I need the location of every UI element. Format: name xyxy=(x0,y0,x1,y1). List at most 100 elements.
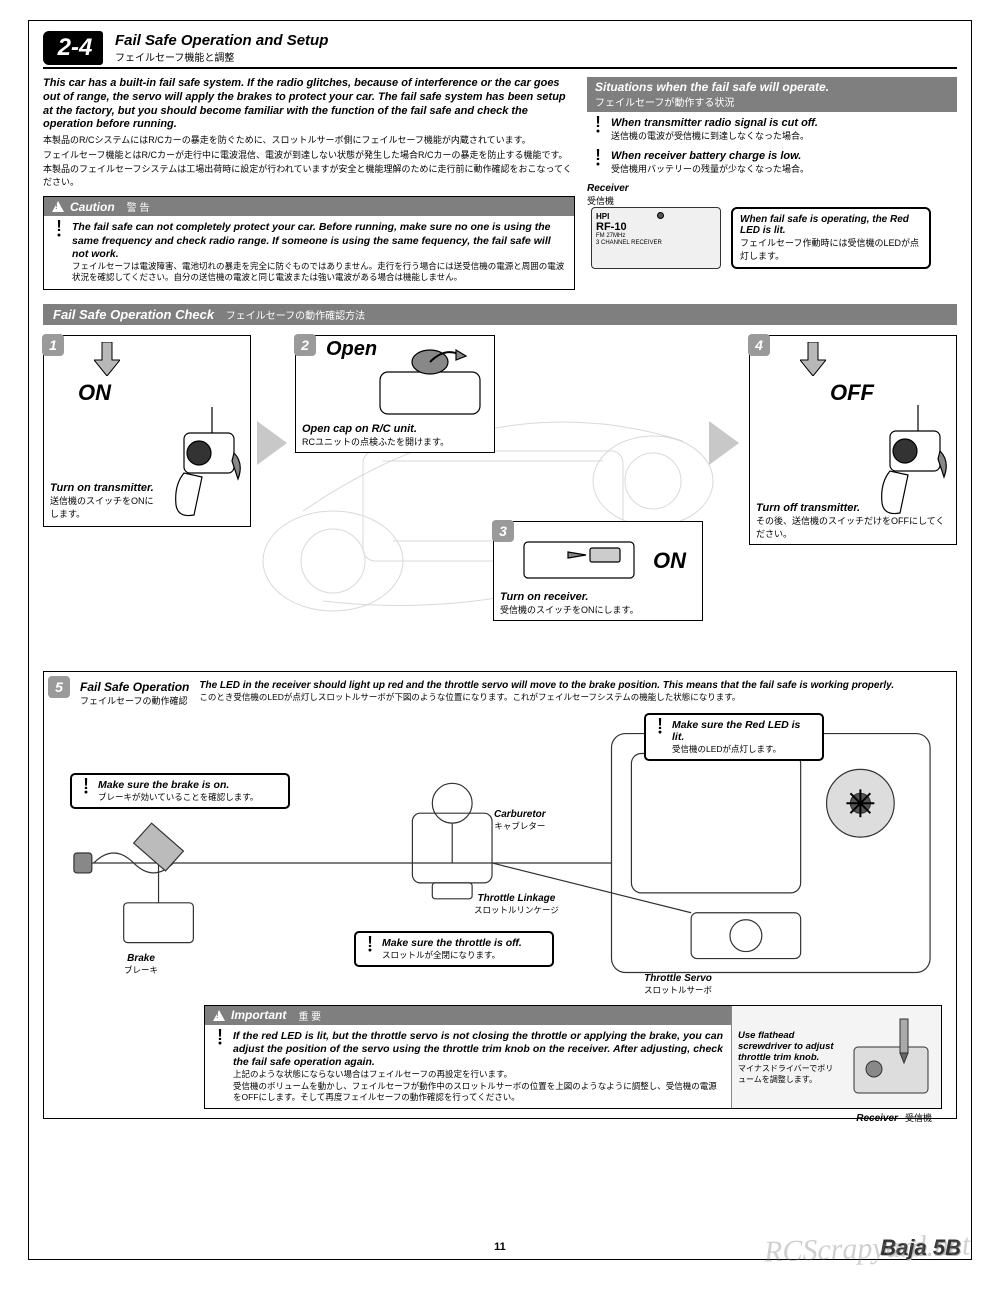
throttle-note-jp: スロットルが全閉になります。 xyxy=(382,949,522,961)
flow-arrow-icon xyxy=(257,421,287,465)
situations-header: Situations when the fail safe will opera… xyxy=(587,77,957,112)
intro-jp3: 本製品のフェイルセーフシステムは工場出荷時に設定が行われていますが安全と機能理解… xyxy=(43,163,575,188)
receiver-band: FM 27MHz xyxy=(596,233,716,240)
section-5-desc-jp: このとき受信機のLEDが点灯しスロットルサーボが下図のような位置になります。これ… xyxy=(199,691,946,703)
section-5-desc: The LED in the receiver should light up … xyxy=(199,680,946,703)
situation-item-1: ! When transmitter radio signal is cut o… xyxy=(591,117,957,142)
intro-jp2: フェイルセーフ機能とはR/Cカーが走行中に電波混信、電波が到達しない状態が発生し… xyxy=(43,149,575,162)
brake-note-en: Make sure the brake is on. xyxy=(98,779,258,791)
caution-label-en: Caution xyxy=(70,200,115,214)
imp-recv-en: Receiver xyxy=(856,1113,898,1124)
throttle-note-en: Make sure the throttle is off. xyxy=(382,937,522,949)
imp-recv-jp: 受信機 xyxy=(905,1113,932,1123)
step-5-number: 5 xyxy=(48,676,70,698)
led-note-jp: 受信機のLEDが点灯します。 xyxy=(672,743,815,755)
opscheck-en: Fail Safe Operation Check xyxy=(53,307,214,322)
carburetor-label: Carburetor キャブレター xyxy=(494,809,546,832)
step-4-title: Turn off transmitter. その後、送信機のスイッチだけをOFF… xyxy=(756,502,950,540)
caution-en: The fail safe can not completely protect… xyxy=(72,221,566,260)
section-5-title-en: Fail Safe Operation xyxy=(80,680,189,694)
exclamation-icon: ! xyxy=(591,117,605,142)
section-5-title: Fail Safe Operation フェイルセーフの動作確認 xyxy=(80,680,189,707)
step-2: 2 Open Open cap on R/C unit. RCユニットの点検ふた… xyxy=(295,335,495,453)
baja-logo: Baja 5B xyxy=(880,1235,961,1261)
led-callout: When fail safe is operating, the Red LED… xyxy=(731,207,931,269)
step-4-number: 4 xyxy=(748,334,770,356)
receiver-logo: HPI xyxy=(596,212,716,221)
servo-label-jp: スロットルサーボ xyxy=(644,984,712,996)
brake-note-jp: ブレーキが効いていることを確認します。 xyxy=(98,791,258,803)
important-box: Important 重 要 ! If the red LED is lit, b… xyxy=(204,1005,942,1110)
step-1-en: Turn on transmitter. xyxy=(50,482,160,494)
exclamation-icon: ! xyxy=(363,937,377,961)
section-5-desc-en: The LED in the receiver should light up … xyxy=(199,680,946,691)
intro-jp1: 本製品のR/CシステムにはR/Cカーの暴走を防ぐために、スロットルサーボ側にフェ… xyxy=(43,134,575,147)
important-right-en: Use flathead screwdriver to adjust throt… xyxy=(738,1030,838,1063)
brake-note: ! Make sure the brake is on. ブレーキが効いているこ… xyxy=(70,773,290,809)
down-arrow-icon xyxy=(94,342,120,376)
caution-header: Caution 警 告 xyxy=(44,197,574,216)
step-4: 4 OFF Turn off transmitter. その後、送信機のスイッチ… xyxy=(749,335,957,545)
situation-1-text: When transmitter radio signal is cut off… xyxy=(611,117,818,142)
caution-label-jp: 警 告 xyxy=(127,199,150,214)
step-1: 1 ON Turn on transmitter. 送信機のスイッチをONにしま… xyxy=(43,335,251,527)
carb-label-en: Carburetor xyxy=(494,809,546,820)
warning-triangle-icon xyxy=(213,1010,225,1021)
important-body: ! If the red LED is lit, but the throttl… xyxy=(205,1025,731,1109)
linkage-label-jp: スロットルリンケージ xyxy=(474,904,559,916)
situation-2-text: When receiver battery charge is low. 受信機… xyxy=(611,150,809,175)
transmitter-icon xyxy=(860,403,950,518)
receiver-diagram: HPI RF-10 FM 27MHz 3 CHANNEL RECEIVER xyxy=(591,207,721,269)
step-2-open: Open xyxy=(326,338,377,361)
receiver-row: HPI RF-10 FM 27MHz 3 CHANNEL RECEIVER Wh… xyxy=(591,207,957,269)
exclamation-icon: ! xyxy=(591,150,605,175)
receiver-model: RF-10 xyxy=(596,221,716,233)
step-1-jp: 送信機のスイッチをONにします。 xyxy=(50,494,160,520)
led-callout-en: When fail safe is operating, the Red LED… xyxy=(740,214,922,236)
page-frame: 2-4 Fail Safe Operation and Setup フェイルセー… xyxy=(28,20,972,1260)
step-2-jp: RCユニットの点検ふたを開けます。 xyxy=(302,435,449,448)
step-1-onoff: ON xyxy=(78,380,111,406)
led-note-en: Make sure the Red LED is lit. xyxy=(672,719,815,743)
step-3-onoff: ON xyxy=(653,548,686,574)
receiver-led-icon xyxy=(657,212,664,219)
step-3-jp: 受信機のスイッチをONにします。 xyxy=(500,603,639,616)
led-note: ! Make sure the Red LED is lit. 受信機のLEDが… xyxy=(644,713,824,761)
exclamation-icon: ! xyxy=(79,779,93,803)
important-header: Important 重 要 xyxy=(205,1006,731,1025)
caution-box: Caution 警 告 ! The fail safe can not comp… xyxy=(43,196,575,289)
exclamation-icon: ! xyxy=(653,719,667,755)
section-5: 5 Fail Safe Operation フェイルセーフの動作確認 The L… xyxy=(43,671,957,1119)
throttle-note: ! Make sure the throttle is off. スロットルが全… xyxy=(354,931,554,967)
down-arrow-icon xyxy=(800,342,826,376)
receiver-block: Receiver 受信機 HPI RF-10 FM 27MHz 3 CHANNE… xyxy=(587,183,957,269)
receiver-sub: 3 CHANNEL RECEIVER xyxy=(596,240,716,247)
intro-column: This car has a built-in fail safe system… xyxy=(43,77,575,290)
situations-header-jp: フェイルセーフが動作する状況 xyxy=(595,98,734,109)
caution-jp: フェイルセーフは電波障害、電池切れの暴走を完全に防ぐものではありません。走行を行… xyxy=(72,261,566,284)
caution-text: The fail safe can not completely protect… xyxy=(72,221,566,283)
caution-body: ! The fail safe can not completely prote… xyxy=(44,216,574,288)
step-4-jp: その後、送信機のスイッチだけをOFFにしてください。 xyxy=(756,514,950,540)
section-5-header: Fail Safe Operation フェイルセーフの動作確認 The LED… xyxy=(80,680,946,707)
step-2-en: Open cap on R/C unit. xyxy=(302,423,449,435)
exclamation-icon: ! xyxy=(213,1030,227,1104)
receiver-label-jp: 受信機 xyxy=(587,194,957,207)
mechanism-area: Brake ブレーキ Carburetor キャブレター Throttle Li… xyxy=(54,713,946,1003)
exclamation-icon: ! xyxy=(52,221,66,283)
section-title-en: Fail Safe Operation and Setup xyxy=(115,32,328,49)
brake-label-jp: ブレーキ xyxy=(124,964,158,976)
opscheck-header: Fail Safe Operation Check フェイルセーフの動作確認方法 xyxy=(43,304,957,325)
important-jp: 上記のような状態にならない場合はフェイルセーフの再設定を行います。 受信機のボリ… xyxy=(233,1069,723,1103)
brake-label-en: Brake xyxy=(127,953,155,964)
section-header: 2-4 Fail Safe Operation and Setup フェイルセー… xyxy=(43,31,957,69)
receiver-switch-illustration xyxy=(520,528,640,582)
step-2-title: Open cap on R/C unit. RCユニットの点検ふたを開けます。 xyxy=(302,423,449,448)
step-4-en: Turn off transmitter. xyxy=(756,502,950,514)
screwdriver-receiver-illustration xyxy=(844,1017,934,1097)
important-left: Important 重 要 ! If the red LED is lit, b… xyxy=(205,1006,731,1109)
flow-arrow-icon xyxy=(709,421,739,465)
step-3: 3 ON Turn on receiver. 受信機のスイッチをONにします。 xyxy=(493,521,703,621)
led-callout-jp: フェイルセーフ作動時には受信機のLEDが点灯します。 xyxy=(740,236,922,262)
situations-header-en: Situations when the fail safe will opera… xyxy=(595,80,829,94)
